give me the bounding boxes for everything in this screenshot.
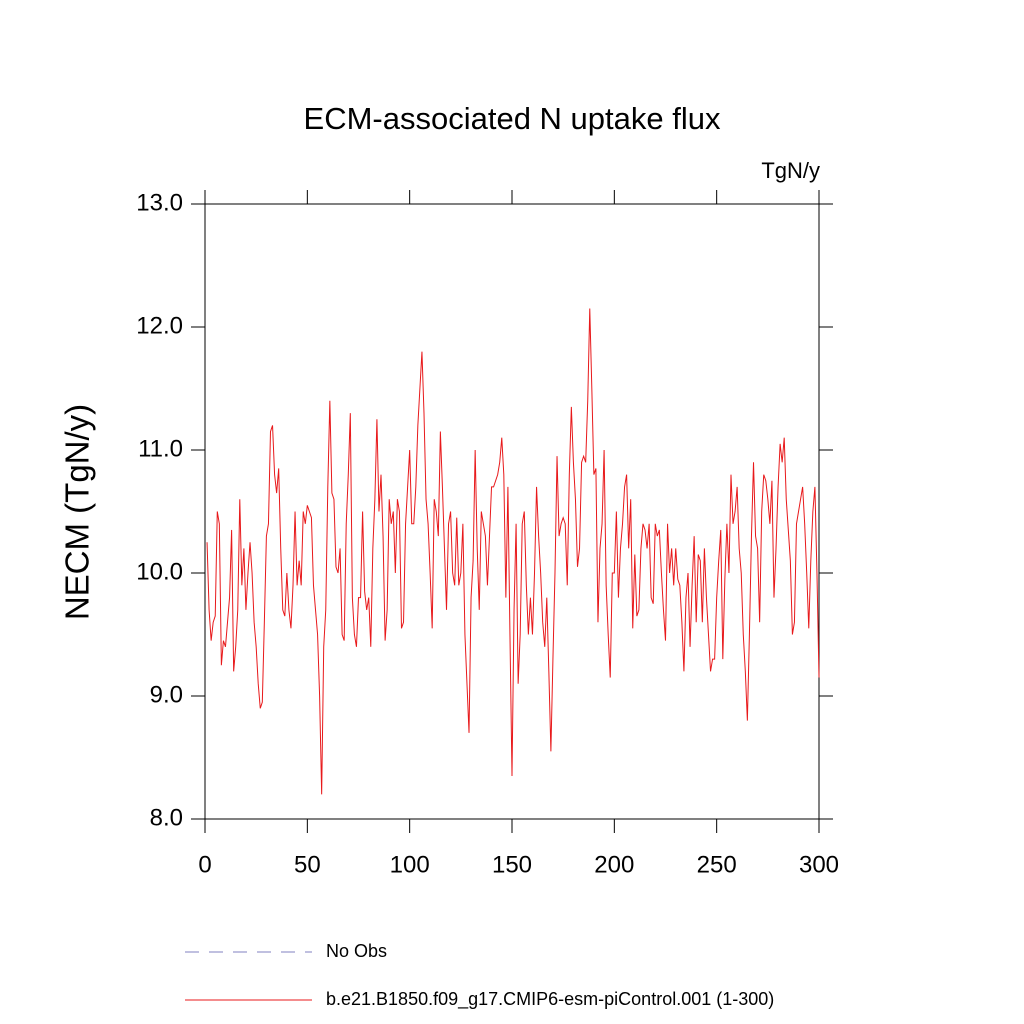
- y-tick-label: 10.0: [136, 558, 183, 585]
- y-tick-label: 12.0: [136, 312, 183, 339]
- y-tick-label: 11.0: [138, 435, 183, 462]
- x-tick-label: 100: [390, 851, 430, 878]
- plot-frame: [204, 203, 820, 820]
- x-tick-label: 150: [492, 851, 532, 878]
- y-tick-label: 13.0: [136, 189, 183, 216]
- legend-label: No Obs: [326, 941, 387, 961]
- x-tick-label: 300: [799, 851, 839, 878]
- y-tick-label: 8.0: [150, 804, 183, 831]
- x-tick-label: 200: [594, 851, 634, 878]
- chart-title: ECM-associated N uptake flux: [304, 101, 721, 136]
- y-axis-label: NECM (TgN/y): [59, 404, 96, 620]
- x-tick-label: 0: [198, 851, 211, 878]
- legend-label: b.e21.B1850.f09_g17.CMIP6-esm-piControl.…: [326, 989, 774, 1010]
- units-label: TgN/y: [761, 158, 820, 183]
- y-tick-label: 9.0: [150, 681, 183, 708]
- data-line: [206, 308, 820, 795]
- x-tick-label: 50: [294, 851, 321, 878]
- x-tick-label: 250: [697, 851, 737, 878]
